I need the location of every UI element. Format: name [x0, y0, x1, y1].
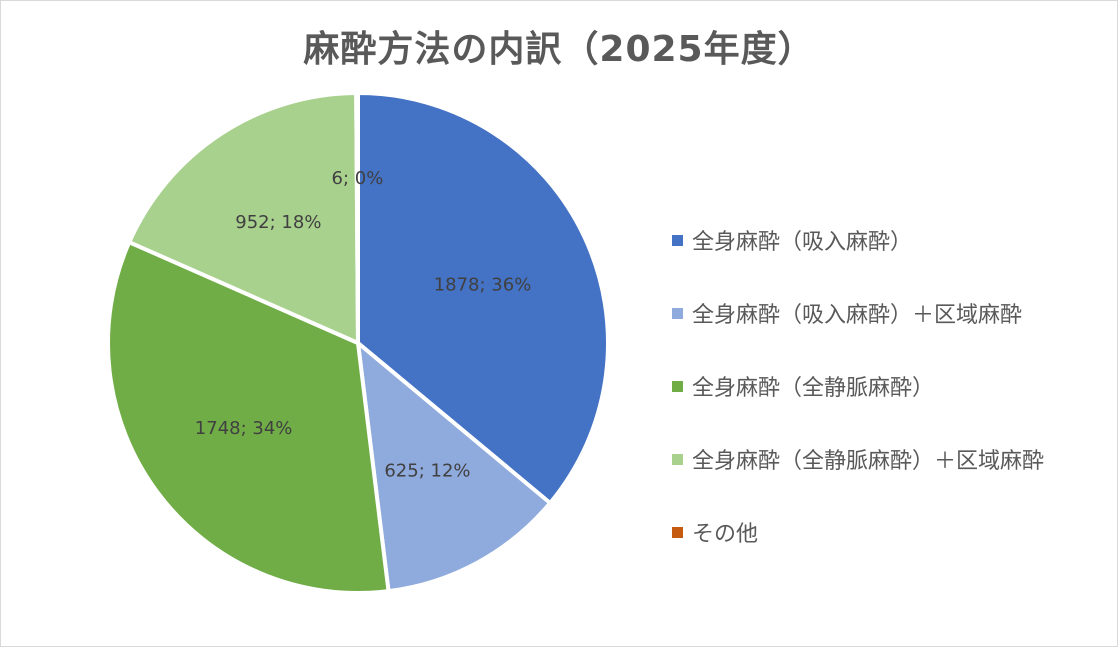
legend-label-inhalation-regional: 全身麻酔（吸入麻酔）＋区域麻酔 [692, 303, 1023, 328]
slice-tiva [106, 240, 391, 595]
legend-item-inhalation: 全身麻酔（吸入麻酔） [672, 222, 912, 258]
legend-label-tiva: 全身麻酔（全静脈麻酔） [692, 376, 935, 401]
data-label-tiva: 1748; 34% [195, 418, 293, 439]
legend-swatch-other [672, 526, 683, 538]
legend-swatch-inhalation-regional [672, 307, 683, 319]
legend-label-other: その他 [692, 522, 759, 547]
legend-swatch-tiva [672, 380, 683, 392]
legend-label-tiva-regional: 全身麻酔（全静脈麻酔）＋区域麻酔 [692, 449, 1045, 474]
legend-item-inhalation-regional: 全身麻酔（吸入麻酔）＋区域麻酔 [672, 295, 1022, 331]
legend-swatch-tiva-regional [672, 453, 683, 465]
slice-tiva-regional [127, 91, 360, 345]
slice-inhalation-regional [356, 341, 553, 594]
data-label-inhalation: 1878; 36% [434, 275, 532, 296]
legend-swatch-inhalation [672, 234, 683, 246]
pie-data-labels: 1878; 36% 625; 12% 1748; 34% 952; 18% 6; 0% [195, 168, 532, 481]
legend-item-tiva-regional: 全身麻酔（全静脈麻酔）＋区域麻酔 [672, 441, 1044, 477]
legend-item-tiva: 全身麻酔（全静脈麻酔） [672, 368, 934, 404]
pie-slices [106, 90, 610, 595]
data-label-tiva-regional: 952; 18% [235, 212, 321, 233]
slice-other [354, 90, 360, 345]
data-label-inhalation-regional: 625; 12% [384, 460, 470, 481]
data-label-other: 6; 0% [332, 168, 384, 189]
legend-item-other: その他 [672, 514, 758, 550]
slice-inhalation [356, 91, 610, 505]
legend-label-inhalation: 全身麻酔（吸入麻酔） [692, 230, 913, 255]
chart-title: 麻酔方法の内訳（2025年度） [303, 29, 815, 70]
